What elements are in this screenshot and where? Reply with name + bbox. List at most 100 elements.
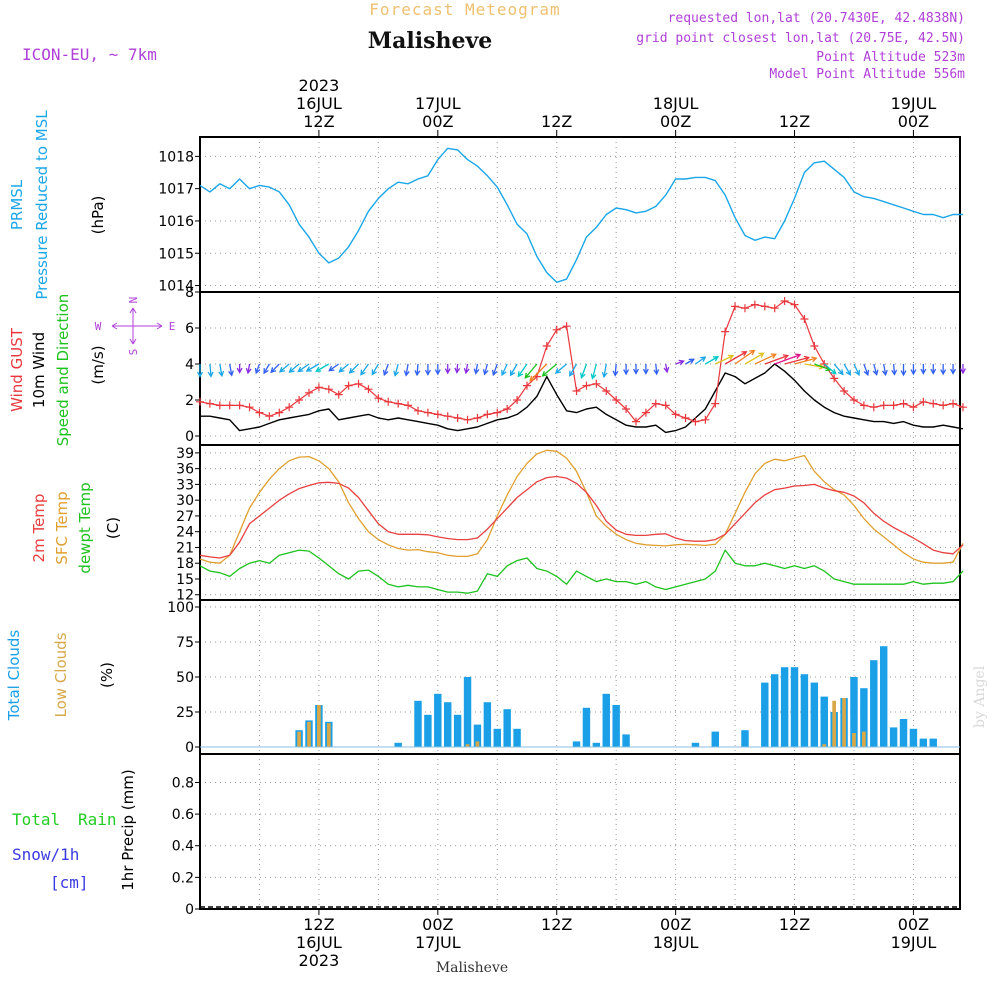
bottom-location: Malisheve [436,960,508,976]
gust-marker [334,390,343,399]
y-tick-label: 0.4 [172,839,194,855]
precip-frame [199,753,961,910]
gust-marker [215,401,224,410]
y-tick-label: 1016 [158,214,194,230]
wind-arrow-head [328,365,335,372]
wind-arrow [297,363,310,372]
gust-marker [285,403,294,412]
compass-north: N [127,297,140,304]
pressure-unit: (hPa) [89,196,107,235]
low-cloud-bar [852,733,856,747]
wind-arrow-head [854,369,861,377]
bottom-time-label: 2023 [299,951,340,970]
y-tick-label: 24 [176,525,194,541]
wind-arrow-head [348,367,355,374]
gust-marker [275,408,284,417]
y-tick-label: 1015 [158,246,194,262]
gust-marker [314,383,323,392]
y-tick-label: 2 [185,393,194,409]
wind-arrow-head [837,369,844,376]
gust-marker [196,397,204,406]
gust-marker [265,412,274,421]
total-cloud-bar [899,719,908,747]
total-cloud-bar [622,734,630,747]
wind-arrow-head [678,359,685,366]
gust-marker [641,408,650,417]
gust-marker [750,300,759,309]
gust-marker [958,403,967,412]
model-point-altitude: Model Point Altitude 556m [769,67,965,82]
y-tick-label: 12 [176,588,194,604]
wind-arrow [484,363,488,375]
wind-arrow-head [770,353,777,359]
total-cloud-bar [919,738,928,747]
wind-arrow [219,363,223,376]
wind-arrow [263,363,270,374]
wind-arrow-head [653,369,660,376]
wind-arrow-head [845,369,851,376]
gust-marker [671,410,680,419]
wind-arrow-head [758,352,765,358]
low-cloud-bar [317,705,321,747]
wind-10m-series-line [200,363,964,434]
wind-arrow-head [414,370,421,377]
top-time-label: 12Z [303,112,334,131]
wind-arrow-head [236,367,243,374]
wind-arrow [734,349,755,365]
gust-marker [612,396,621,404]
wind-arrow [279,363,290,373]
total-cloud-bar [741,730,749,747]
wind-arrow [405,363,409,376]
gust-marker [344,381,353,390]
gust-marker [562,322,571,331]
gust-marker [384,397,393,406]
wind-gust-series-line [199,300,964,423]
wind-arrow [603,363,607,377]
gust-marker [740,304,749,313]
y-tick-label: 75 [176,635,194,651]
low-cloud-bar [307,721,311,747]
compass-arrows [111,307,163,345]
total-cloud-bar [929,738,937,747]
wind-arrow-head [371,369,377,376]
top-time-label: 00Z [422,112,453,131]
y-tick-label: 18 [176,556,194,572]
compass-west: W [95,320,102,333]
total-cloud-bar [810,682,819,747]
top-time-label: 12Z [779,112,810,131]
total-cloud-bar [889,727,898,747]
gust-marker [463,415,472,424]
wind-arrow-head [197,371,203,378]
wind-arrow [209,363,212,377]
total-cloud-bar [820,696,828,747]
gust-marker [503,405,512,413]
top-time-label: 18JUL [653,94,699,113]
top-time-label: 19JUL [891,94,937,113]
wind-arrow [416,363,419,376]
low-cloud-bar [465,744,470,747]
wind-arrow-head [424,369,431,376]
wind-arrow-head [524,372,531,379]
wind-arrow-head [254,367,261,375]
low-clouds-label: Low Clouds [52,632,70,717]
total-cloud-bar [860,688,868,747]
low-cloud-bar [326,723,331,747]
wind-arrow-head [872,369,879,376]
wind-arrow-head [278,366,286,373]
wind-arrow [456,363,459,373]
bottom-time-label: 12Z [779,915,810,934]
gust-marker [869,403,878,412]
total-cloud-bar [870,660,878,747]
wind-arrow [542,363,558,377]
wind-arrow-head [491,369,498,377]
wind-arrow [529,363,548,382]
wind-arrow-head [749,349,756,356]
total-cloud-bar [790,667,799,747]
gust-marker [909,403,918,412]
gust-marker [810,342,819,350]
wind-arrow [371,363,379,375]
wind-speed-dir-label: Speed and Direction [54,294,72,447]
gust-marker [493,408,502,417]
credit-watermark: by Angel [972,665,988,728]
gust-marker [235,401,244,410]
